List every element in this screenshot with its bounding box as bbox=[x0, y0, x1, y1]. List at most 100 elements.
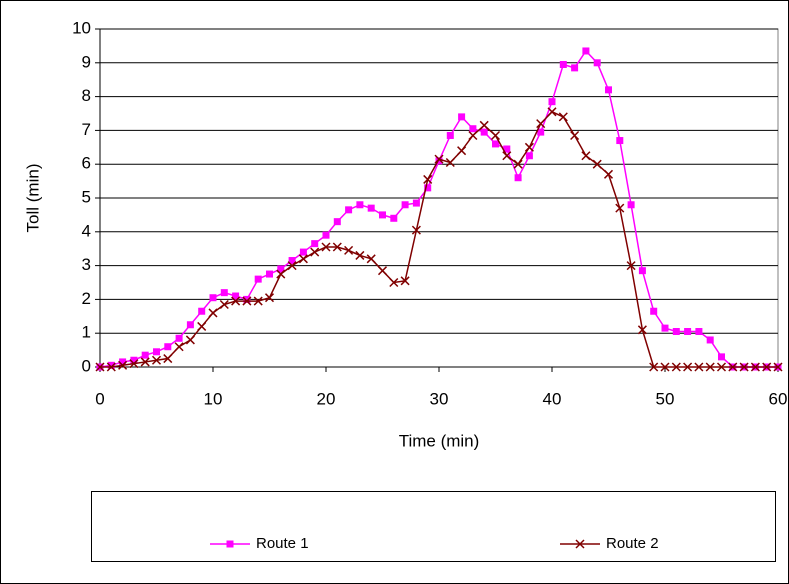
data-point bbox=[310, 247, 320, 257]
data-point bbox=[209, 294, 217, 302]
data-point bbox=[502, 151, 512, 161]
data-point bbox=[276, 269, 286, 279]
data-point bbox=[672, 328, 680, 336]
x-axis-title: Time (min) bbox=[399, 431, 480, 450]
data-point bbox=[603, 169, 614, 179]
y-tick-label: 6 bbox=[82, 154, 91, 173]
data-point bbox=[119, 358, 127, 366]
data-point bbox=[345, 206, 353, 214]
data-point bbox=[377, 266, 388, 276]
data-point bbox=[435, 157, 443, 165]
data-point bbox=[536, 119, 546, 129]
data-point bbox=[344, 245, 354, 255]
data-point bbox=[671, 362, 681, 372]
data-point bbox=[163, 354, 173, 364]
data-point bbox=[728, 362, 738, 372]
data-point bbox=[458, 113, 466, 121]
data-point bbox=[412, 199, 420, 207]
data-point bbox=[186, 321, 194, 329]
data-point bbox=[468, 130, 478, 141]
data-point bbox=[650, 307, 658, 315]
data-point bbox=[242, 296, 252, 306]
data-point bbox=[198, 307, 206, 315]
y-axis-title: Toll (min) bbox=[23, 164, 42, 233]
data-point bbox=[401, 201, 409, 209]
data-point bbox=[130, 356, 138, 364]
data-point bbox=[773, 362, 783, 372]
data-point bbox=[649, 362, 659, 372]
data-point bbox=[266, 270, 273, 278]
data-point bbox=[537, 128, 545, 136]
data-point bbox=[322, 231, 330, 239]
data-point bbox=[219, 299, 229, 310]
data-point bbox=[366, 254, 376, 264]
data-point bbox=[243, 295, 251, 303]
x-tick-label: 10 bbox=[204, 389, 223, 408]
data-point bbox=[424, 184, 432, 192]
data-point bbox=[333, 218, 341, 226]
y-tick-label: 8 bbox=[82, 86, 91, 105]
y-tick-label: 7 bbox=[82, 120, 91, 139]
data-point bbox=[548, 98, 556, 106]
data-point bbox=[411, 225, 421, 235]
data-point bbox=[490, 130, 501, 141]
y-tick-label: 1 bbox=[82, 323, 91, 342]
data-point bbox=[762, 362, 772, 372]
data-point bbox=[140, 357, 150, 367]
data-point bbox=[141, 351, 149, 359]
data-point bbox=[197, 321, 207, 331]
data-point bbox=[592, 159, 602, 169]
data-point bbox=[288, 257, 296, 265]
data-point bbox=[185, 335, 195, 345]
data-point bbox=[287, 261, 297, 271]
data-point bbox=[367, 204, 375, 212]
data-point bbox=[750, 362, 760, 372]
data-point bbox=[706, 336, 714, 344]
data-point bbox=[503, 145, 511, 153]
data-point bbox=[524, 142, 534, 152]
y-tick-label: 10 bbox=[72, 18, 91, 37]
data-point bbox=[695, 328, 703, 336]
data-point bbox=[559, 60, 567, 68]
data-point bbox=[492, 140, 499, 148]
data-point bbox=[253, 296, 263, 306]
data-point bbox=[525, 152, 533, 160]
data-point bbox=[264, 293, 275, 303]
y-tick-label: 5 bbox=[82, 187, 91, 206]
data-point bbox=[547, 107, 557, 117]
data-point bbox=[716, 362, 727, 372]
data-point bbox=[355, 250, 365, 260]
data-point bbox=[514, 174, 522, 182]
data-point bbox=[321, 242, 331, 252]
y-tick-label: 2 bbox=[82, 289, 91, 308]
data-point bbox=[718, 353, 725, 361]
data-point bbox=[153, 348, 160, 356]
x-tick-label: 40 bbox=[543, 389, 562, 408]
data-point bbox=[107, 361, 115, 369]
legend-marker bbox=[226, 540, 234, 548]
data-point bbox=[254, 275, 262, 283]
data-point bbox=[660, 362, 670, 372]
data-point bbox=[661, 324, 669, 332]
data-point bbox=[277, 265, 285, 273]
data-point bbox=[570, 130, 580, 141]
legend-label: Route 2 bbox=[606, 535, 659, 552]
data-point bbox=[457, 146, 467, 156]
data-point bbox=[446, 131, 454, 139]
data-point bbox=[208, 308, 218, 318]
data-point bbox=[118, 360, 128, 370]
data-point bbox=[683, 362, 693, 372]
data-point bbox=[434, 154, 444, 164]
data-point bbox=[582, 47, 590, 55]
x-tick-label: 30 bbox=[430, 389, 449, 408]
data-point bbox=[581, 151, 591, 161]
data-point bbox=[379, 211, 386, 219]
data-point bbox=[164, 343, 172, 351]
data-point bbox=[232, 292, 240, 300]
y-tick-label: 4 bbox=[82, 221, 91, 240]
data-point bbox=[423, 174, 433, 184]
data-point bbox=[739, 362, 749, 372]
data-point bbox=[615, 203, 625, 213]
data-point bbox=[626, 261, 636, 271]
